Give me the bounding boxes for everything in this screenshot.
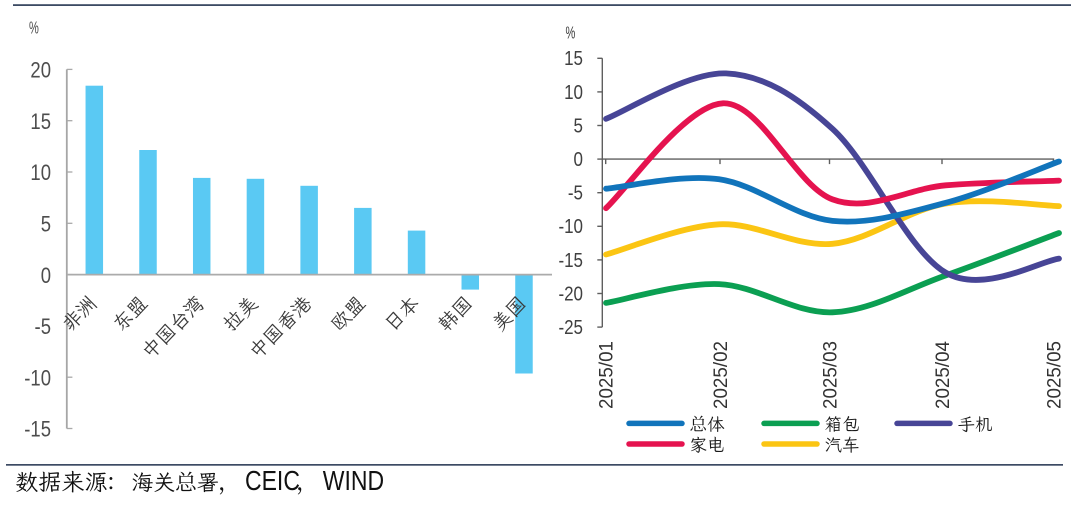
svg-text:10: 10 (564, 80, 583, 103)
svg-text:%: % (29, 19, 39, 38)
svg-text:20: 20 (30, 59, 51, 83)
svg-text:2025/05: 2025/05 (1043, 341, 1065, 409)
svg-text:-20: -20 (558, 282, 583, 305)
svg-text:-5: -5 (35, 316, 51, 340)
svg-text:5: 5 (574, 114, 583, 137)
svg-text:-10: -10 (558, 215, 583, 238)
svg-text:-5: -5 (568, 181, 583, 204)
svg-text:-10: -10 (24, 367, 51, 391)
svg-text:-15: -15 (558, 248, 583, 271)
svg-text:2025/02: 2025/02 (710, 341, 732, 409)
svg-text:0: 0 (574, 148, 583, 171)
svg-text:-25: -25 (558, 316, 583, 339)
svg-text:WIND: WIND (323, 466, 384, 496)
svg-text:CEIC: CEIC (245, 466, 300, 496)
svg-text:-15: -15 (24, 418, 51, 442)
svg-text:2025/01: 2025/01 (596, 341, 618, 409)
svg-text:%: % (566, 24, 576, 43)
svg-text:2025/04: 2025/04 (932, 341, 954, 409)
svg-text:5: 5 (41, 213, 51, 237)
svg-text:2025/03: 2025/03 (819, 341, 841, 409)
svg-text:15: 15 (564, 47, 583, 70)
svg-text:15: 15 (30, 110, 51, 134)
svg-text:10: 10 (30, 162, 51, 186)
svg-text:0: 0 (41, 264, 51, 288)
